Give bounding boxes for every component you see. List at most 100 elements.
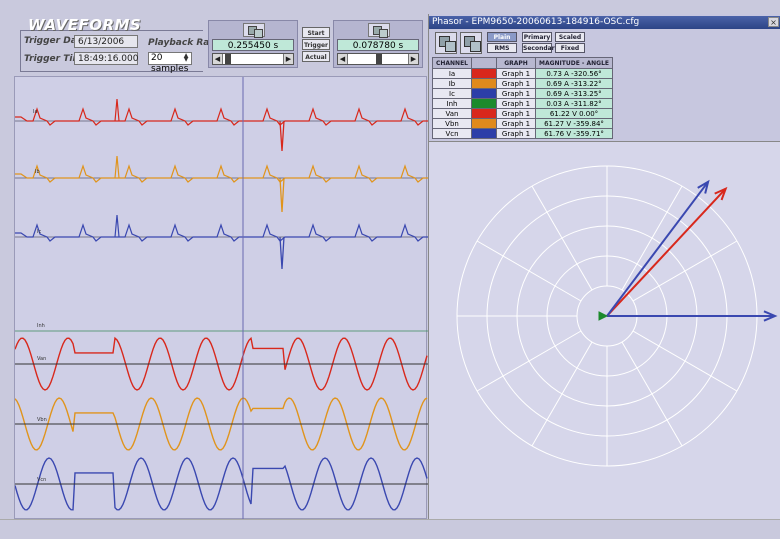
color-swatch[interactable] xyxy=(471,88,497,99)
color-swatch[interactable] xyxy=(471,68,497,79)
waveforms-title: WAVEFORMS xyxy=(28,16,142,34)
table-row[interactable]: Inh Graph 1 0.03 A -311.82° xyxy=(432,98,613,109)
ia-trace-peak xyxy=(114,98,120,122)
slider-thumb[interactable] xyxy=(376,54,382,64)
plain-button[interactable]: Plain xyxy=(487,32,517,42)
status-bar xyxy=(0,519,780,539)
slider-thumb[interactable] xyxy=(225,54,231,64)
color-swatch[interactable] xyxy=(471,118,497,129)
trigger-date-label: Trigger Date xyxy=(24,36,88,46)
polar-grid-spoke xyxy=(632,240,738,302)
cursor1-window-icon[interactable] xyxy=(243,23,265,38)
phasor-view-icon[interactable] xyxy=(435,32,457,54)
channel-label-vcn: Vcn xyxy=(37,477,46,483)
slider-left-arrow-icon[interactable]: ◀ xyxy=(338,54,348,64)
playback-rate-select[interactable]: 20 samples ▲ ▼ xyxy=(148,52,192,74)
waveforms-header: WAVEFORMS Trigger Date 6/13/2006 Trigger… xyxy=(14,14,424,74)
ia-trace xyxy=(15,107,428,126)
table-row[interactable]: Ic Graph 1 0.69 A -313.25° xyxy=(432,88,613,99)
waveforms-frame xyxy=(20,30,203,72)
van-phasor-arrow-arrowhead xyxy=(763,310,778,322)
color-swatch[interactable] xyxy=(471,98,497,109)
channel-label-ib: Ib xyxy=(35,169,40,175)
channel-cell: Ib xyxy=(432,78,472,89)
graph-cell[interactable]: Graph 1 xyxy=(496,98,536,109)
waveform-canvas[interactable]: Ia Ib Ic Inh Van Vbn Vcn xyxy=(15,77,428,520)
magnitude-angle-cell: 0.69 A -313.22° xyxy=(535,78,613,89)
ic-phasor-arrow-arrowhead xyxy=(697,179,710,194)
ib-trace xyxy=(15,164,428,183)
slider-right-arrow-icon[interactable]: ▶ xyxy=(408,54,418,64)
trigger-time-field[interactable]: 18:49:16.000 xyxy=(74,52,138,65)
ia-phasor-arrow xyxy=(606,188,727,317)
col-header-graph: GRAPH xyxy=(496,57,536,69)
primary-button[interactable]: Primary xyxy=(522,32,552,42)
table-row[interactable]: Vbn Graph 1 61.27 V -359.84° xyxy=(432,118,613,129)
trigger-date-field[interactable]: 6/13/2006 xyxy=(74,35,138,48)
polar-grid-spoke xyxy=(476,330,582,392)
playback-rate-label: Playback Rate xyxy=(148,38,220,48)
cursor2-window-icon[interactable] xyxy=(368,23,390,38)
channel-cell: Ia xyxy=(432,68,472,79)
graph-cell[interactable]: Graph 1 xyxy=(496,78,536,89)
color-swatch[interactable] xyxy=(471,78,497,89)
actual-button[interactable]: Actual xyxy=(302,51,330,62)
rms-button[interactable]: RMS xyxy=(487,43,517,53)
phasor-window: Phasor - EPM9650-20060613-184916-OSC.cfg… xyxy=(428,14,780,519)
inh-phasor-arrow xyxy=(598,311,609,321)
cursor2-slider[interactable]: ◀ ▶ xyxy=(337,53,419,65)
table-row[interactable]: Van Graph 1 61.22 V 0.00° xyxy=(432,108,613,119)
cursor1-panel: 0.255450 s ◀ ▶ xyxy=(208,20,298,68)
graph-cell[interactable]: Graph 1 xyxy=(496,68,536,79)
channel-label-van: Van xyxy=(37,356,46,362)
polar-grid-spoke xyxy=(531,341,593,447)
polar-grid-spoke xyxy=(476,240,582,302)
table-row[interactable]: Ib Graph 1 0.69 A -313.22° xyxy=(432,78,613,89)
phasor-window-icon[interactable] xyxy=(460,32,482,54)
color-swatch[interactable] xyxy=(471,128,497,139)
channel-label-ic: Ic xyxy=(37,229,41,235)
ic-trace-fault-spike xyxy=(279,236,285,270)
channel-cell: Ic xyxy=(432,88,472,99)
cursor2-value: 0.078780 s xyxy=(337,39,419,51)
playback-rate-value: 20 samples xyxy=(151,53,189,74)
phasor-diagram[interactable] xyxy=(429,142,780,519)
spinner-arrows-icon[interactable]: ▲ ▼ xyxy=(183,52,189,63)
trigger-button[interactable]: Trigger xyxy=(302,39,330,50)
ib-trace-peak xyxy=(114,155,120,179)
vcn-trace xyxy=(15,457,428,511)
magnitude-angle-cell: 61.22 V 0.00° xyxy=(535,108,613,119)
trigger-time-label: Trigger Time xyxy=(24,54,88,64)
magnitude-angle-cell: 0.03 A -311.82° xyxy=(535,98,613,109)
graph-cell[interactable]: Graph 1 xyxy=(496,88,536,99)
graph-cell[interactable]: Graph 1 xyxy=(496,108,536,119)
color-swatch[interactable] xyxy=(471,108,497,119)
magnitude-angle-cell: 0.69 A -313.25° xyxy=(535,88,613,99)
phasor-canvas[interactable] xyxy=(429,142,780,519)
secondary-button[interactable]: Secondary xyxy=(522,43,559,53)
polar-grid-spoke xyxy=(531,185,593,291)
phasor-channel-table: CHANNEL GRAPH MAGNITUDE - ANGLE Ia Graph … xyxy=(432,57,613,139)
vbn-trace xyxy=(15,397,428,451)
ib-trace-fault-spike xyxy=(279,177,285,213)
table-row[interactable]: Ia Graph 1 0.73 A -320.56° xyxy=(432,68,613,79)
polar-grid-spoke xyxy=(632,330,738,392)
cursor1-value: 0.255450 s xyxy=(212,39,294,51)
ic-trace-peak xyxy=(114,214,120,238)
table-row[interactable]: Vcn Graph 1 61.76 V -359.71° xyxy=(432,128,613,139)
divider xyxy=(429,141,780,142)
slider-right-arrow-icon[interactable]: ▶ xyxy=(283,54,293,64)
col-header-magnitude-angle: MAGNITUDE - ANGLE xyxy=(535,57,613,69)
graph-cell[interactable]: Graph 1 xyxy=(496,128,536,139)
cursor1-slider[interactable]: ◀ ▶ xyxy=(212,53,294,65)
scaled-button[interactable]: Scaled xyxy=(555,32,585,42)
close-icon[interactable]: × xyxy=(768,17,779,27)
waveform-plot[interactable]: Ia Ib Ic Inh Van Vbn Vcn xyxy=(14,76,428,520)
phasor-title-bar[interactable]: Phasor - EPM9650-20060613-184916-OSC.cfg… xyxy=(429,16,780,29)
graph-cell[interactable]: Graph 1 xyxy=(496,118,536,129)
start-button[interactable]: Start xyxy=(302,27,330,38)
magnitude-angle-cell: 61.27 V -359.84° xyxy=(535,118,613,129)
fixed-button[interactable]: Fixed xyxy=(555,43,585,53)
slider-left-arrow-icon[interactable]: ◀ xyxy=(213,54,223,64)
